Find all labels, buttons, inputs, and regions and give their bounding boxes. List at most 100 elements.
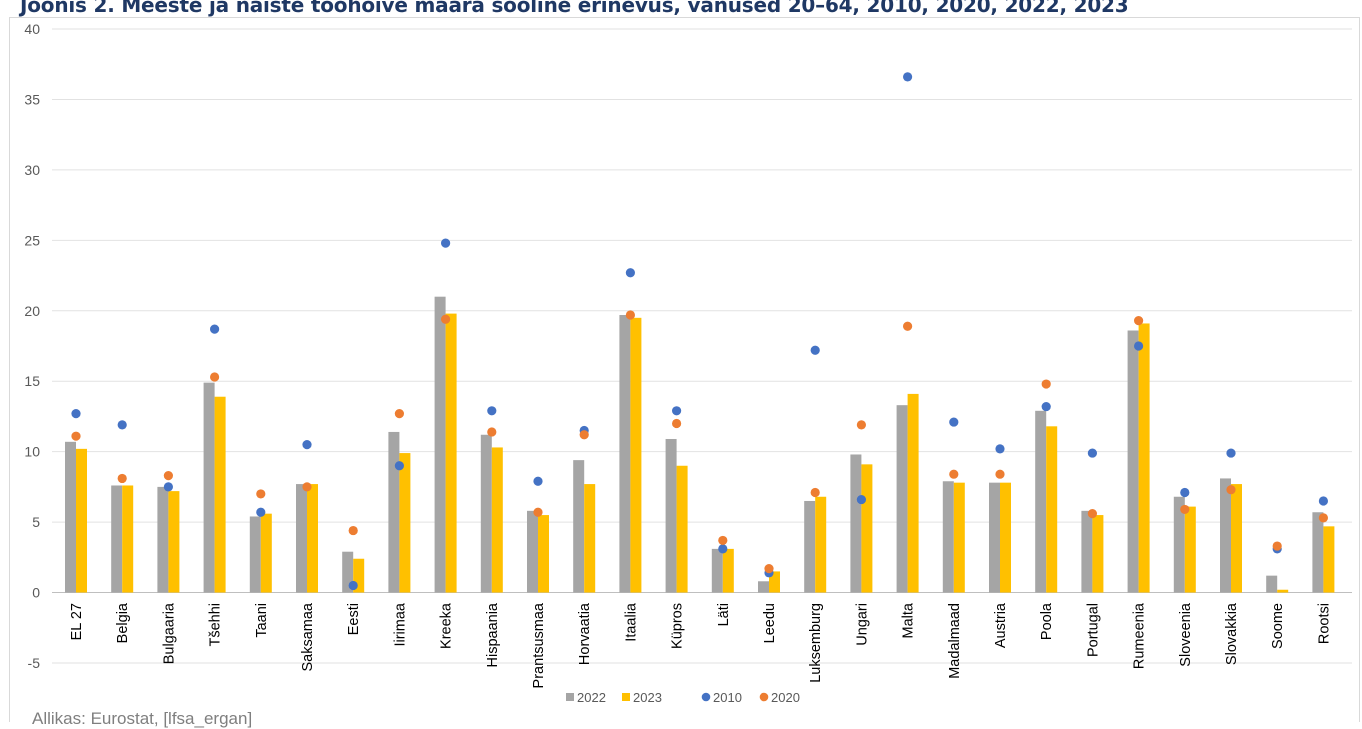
bar-2022-19: [896, 405, 908, 593]
bar-2023-2: [122, 485, 134, 593]
x-tick-label: Poola: [1039, 602, 1055, 640]
x-tick-label: Rumeenia: [1132, 602, 1148, 669]
legend-label: 2010: [713, 690, 742, 705]
legend-item-2023: 2023: [622, 690, 662, 705]
point-2020-10: [487, 427, 497, 437]
x-tick-label: Itaalia: [623, 602, 639, 642]
bar-2022-8: [388, 431, 400, 593]
bar-2023-1: [76, 448, 87, 593]
point-2020-19: [903, 321, 913, 331]
y-tick-label: 40: [24, 21, 40, 37]
bar-2023-9: [445, 313, 457, 593]
point-2010-18: [856, 494, 867, 505]
y-tick-label: 5: [32, 514, 40, 530]
grid-lines: [52, 28, 1352, 664]
x-tick-label: Kreeka: [439, 602, 455, 649]
x-tick-label: Belgia: [115, 602, 131, 643]
bar-2022-24: [1127, 330, 1139, 593]
legend-swatch: [622, 693, 630, 701]
bar-2022-26: [1220, 478, 1231, 593]
point-2010-3: [163, 482, 173, 492]
bar-2023-17: [815, 496, 827, 593]
bar-2022-5: [249, 516, 261, 593]
legend: 2022 2023 2010 2020: [566, 690, 800, 705]
point-2010-14: [672, 406, 682, 416]
bar-2023-28: [1323, 526, 1335, 593]
bar-2022-22: [1035, 410, 1047, 593]
x-tick-label: Hispaania: [485, 602, 501, 667]
point-2010-23: [1087, 448, 1097, 458]
x-tick-label: Küpros: [670, 603, 686, 649]
point-2020-15: [718, 535, 728, 546]
point-2020-6: [302, 482, 312, 492]
bar-2022-2: [111, 485, 123, 593]
x-tick-label: Läti: [716, 603, 732, 626]
bar-2022-4: [203, 382, 215, 593]
x-tick-label: Bulgaaria: [161, 602, 177, 664]
bar-2022-3: [157, 486, 169, 593]
bar-2022-21: [989, 482, 1000, 593]
point-2020-17: [810, 487, 820, 498]
y-tick-label: 25: [24, 232, 40, 248]
point-2010-28: [1318, 496, 1328, 506]
point-2020-2: [117, 473, 127, 484]
point-2020-12: [579, 430, 589, 440]
bar-2023-24: [1138, 323, 1150, 593]
bar-2022-13: [619, 315, 631, 593]
point-2020-18: [856, 420, 867, 430]
x-tick-label: Eesti: [346, 603, 362, 635]
point-2020-27: [1272, 541, 1282, 551]
x-tick-label: EL 27: [69, 603, 85, 640]
bar-2022-16: [758, 581, 769, 593]
point-2020-16: [764, 564, 774, 574]
bar-2023-4: [214, 396, 226, 593]
bar-2022-11: [527, 510, 538, 593]
point-2020-5: [256, 489, 266, 499]
y-axis-ticks: 40 35 30 25 20 15 10 5 0 -5: [24, 21, 40, 671]
point-2020-28: [1318, 513, 1328, 523]
bar-2023-12: [584, 484, 596, 593]
bar-2023-19: [907, 393, 919, 593]
point-2010-7: [348, 580, 358, 591]
bars: [65, 296, 1335, 593]
point-2010-4: [210, 324, 220, 334]
point-2010-15: [718, 544, 728, 554]
x-tick-label: Tšehhi: [208, 603, 224, 647]
point-2010-25: [1180, 487, 1190, 498]
bar-2022-10: [480, 434, 492, 593]
x-tick-label: Soome: [1270, 603, 1286, 649]
bar-2023-26: [1231, 484, 1242, 593]
point-2020-1: [71, 431, 81, 441]
point-2020-22: [1041, 379, 1051, 389]
y-tick-label: 20: [24, 303, 40, 319]
x-tick-label: Sloveenia: [1178, 602, 1194, 667]
point-2010-6: [302, 440, 312, 450]
point-2020-13: [625, 310, 636, 320]
x-tick-label: Madalmaad: [947, 603, 963, 679]
y-tick-label: 30: [24, 162, 40, 178]
legend-label: 2020: [771, 690, 800, 705]
bar-2022-23: [1081, 510, 1093, 593]
bar-2022-1: [65, 441, 76, 593]
x-tick-label: Saksamaa: [300, 602, 316, 671]
y-tick-label: 15: [24, 373, 40, 389]
point-2020-26: [1226, 485, 1236, 495]
bar-2023-13: [630, 317, 642, 593]
bar-2023-23: [1092, 515, 1104, 593]
bar-2022-27: [1266, 575, 1278, 593]
point-2010-9: [441, 238, 451, 248]
bar-2022-14: [665, 438, 677, 593]
x-tick-label: Luksemburg: [808, 603, 824, 683]
x-axis-ticks: EL 27 Belgia Bulgaaria Tšehhi Taani Saksamaa E…: [69, 602, 1332, 688]
y-tick-label: -5: [28, 655, 41, 671]
bar-2023-16: [769, 571, 780, 593]
source-note: Allikas: Eurostat, [lfsa_ergan]: [32, 709, 253, 728]
bar-2023-15: [722, 548, 734, 593]
point-2010-10: [487, 406, 497, 416]
point-2010-1: [71, 409, 81, 419]
legend-label: 2022: [577, 690, 606, 705]
x-tick-label: Rootsi: [1316, 603, 1332, 644]
point-2010-2: [117, 420, 127, 430]
point-2020-24: [1134, 316, 1144, 326]
